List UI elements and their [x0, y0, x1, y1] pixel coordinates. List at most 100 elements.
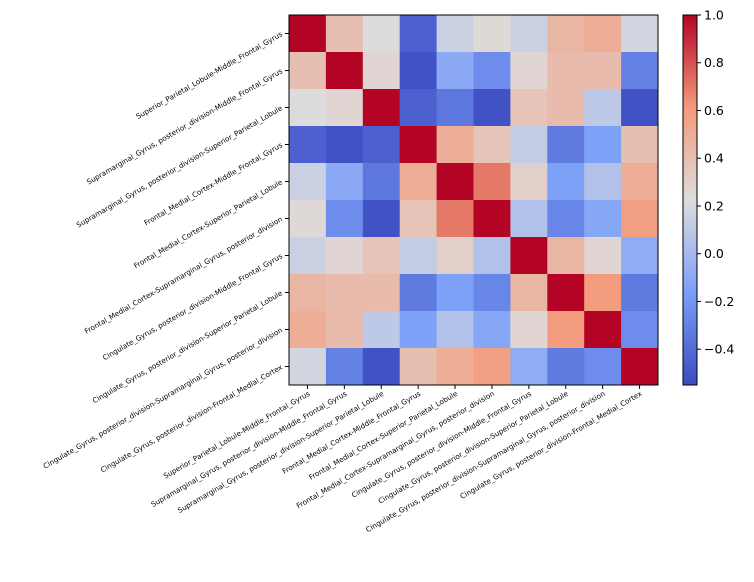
- heatmap-cell: [547, 52, 585, 90]
- heatmap-cell: [362, 237, 401, 275]
- colorbar-tick-label: 0.6: [704, 103, 724, 118]
- heatmap-cell: [436, 15, 474, 53]
- heatmap-cell: [362, 200, 401, 238]
- heatmap-cell: [289, 200, 327, 238]
- heatmap-cell: [510, 89, 548, 127]
- heatmap-cell: [289, 126, 327, 164]
- heatmap-cell: [584, 89, 622, 127]
- heatmap-cell: [325, 200, 364, 238]
- heatmap-cell: [399, 52, 438, 90]
- heatmap-cell: [473, 89, 511, 127]
- heatmap-cell: [325, 126, 364, 164]
- heatmap-cell: [547, 311, 585, 349]
- heatmap-cell: [510, 126, 548, 164]
- heatmap-cell: [362, 15, 401, 53]
- heatmap-cell: [621, 52, 659, 90]
- heatmap-cell: [362, 89, 401, 127]
- heatmap-cell: [473, 126, 511, 164]
- heatmap-cell: [436, 200, 474, 238]
- heatmap-cell: [584, 311, 622, 349]
- heatmap-cell: [289, 348, 327, 386]
- heatmap-cell: [584, 52, 622, 90]
- heatmap-cell: [289, 89, 327, 127]
- heatmap-cell: [436, 126, 474, 164]
- heatmap-cell: [621, 89, 659, 127]
- heatmap-cell: [621, 15, 659, 53]
- heatmap-cell: [436, 89, 474, 127]
- heatmap-cell: [584, 126, 622, 164]
- heatmap-cell: [621, 126, 659, 164]
- heatmap-cell: [547, 89, 585, 127]
- heatmap-cell: [547, 126, 585, 164]
- heatmap-cell: [289, 311, 327, 349]
- heatmap-cell: [584, 15, 622, 53]
- heatmap-cell: [473, 348, 511, 386]
- heatmap-cell: [399, 274, 438, 312]
- heatmap-cell: [399, 163, 438, 201]
- heatmap-cell: [547, 15, 585, 53]
- heatmap-cell: [325, 237, 364, 275]
- heatmap-cell: [289, 52, 327, 90]
- y-tick-label: Frontal_Medial_Cortex-Middle_Frontal_Gyr…: [142, 140, 284, 227]
- plot-frame: [288, 14, 659, 386]
- heatmap-cell: [473, 274, 511, 312]
- heatmap-cell: [325, 52, 364, 90]
- heatmap-cell: [399, 89, 438, 127]
- heatmap-cell: [621, 163, 659, 201]
- heatmap-cell: [362, 274, 401, 312]
- heatmap-cell: [362, 163, 401, 201]
- heatmap-cell: [621, 237, 659, 275]
- heatmap-cell: [584, 163, 622, 201]
- heatmap-cell: [289, 163, 327, 201]
- heatmap-cell: [510, 163, 548, 201]
- heatmap-cell: [436, 274, 474, 312]
- heatmap-cell: [621, 348, 659, 386]
- heatmap-cell: [510, 274, 548, 312]
- heatmap-cell: [547, 163, 585, 201]
- heatmap-cell: [399, 200, 438, 238]
- heatmap-cell: [547, 200, 585, 238]
- heatmap-cell: [510, 348, 548, 386]
- colorbar-tick-label: 0.8: [704, 55, 724, 70]
- heatmap-cell: [325, 15, 364, 53]
- heatmap-cell: [547, 348, 585, 386]
- heatmap-cell: [473, 163, 511, 201]
- heatmap-cell: [473, 52, 511, 90]
- heatmap-cell: [436, 311, 474, 349]
- heatmap-cell: [399, 126, 438, 164]
- heatmap-cell: [621, 274, 659, 312]
- heatmap-cell: [399, 237, 438, 275]
- heatmap-cell: [362, 348, 401, 386]
- heatmap-cell: [584, 348, 622, 386]
- heatmap-cell: [436, 348, 474, 386]
- heatmap-cell: [584, 274, 622, 312]
- heatmap-cell: [510, 311, 548, 349]
- heatmap-cell: [325, 163, 364, 201]
- heatmap-cell: [547, 274, 585, 312]
- heatmap-cell: [399, 15, 438, 53]
- colorbar-tick-label: −0.4: [704, 342, 734, 357]
- heatmap-cell: [473, 200, 511, 238]
- heatmap-cell: [325, 311, 364, 349]
- heatmap-cell: [510, 237, 548, 275]
- heatmap-cell: [621, 311, 659, 349]
- heatmap-cell: [362, 311, 401, 349]
- heatmap-cell: [584, 200, 622, 238]
- heatmap-cell: [399, 311, 438, 349]
- heatmap-cell: [325, 348, 364, 386]
- heatmap-cell: [325, 274, 364, 312]
- heatmap-cell: [473, 237, 511, 275]
- x-tick-label: Cingulate_Gyrus, posterior_division-Supr…: [364, 389, 607, 534]
- heatmap-cell: [289, 274, 327, 312]
- colorbar-tick-label: 1.0: [704, 8, 724, 23]
- heatmap-cell: [289, 15, 327, 53]
- heatmap-cell: [584, 237, 622, 275]
- heatmap-cell: [473, 15, 511, 53]
- colorbar-tick-label: −0.2: [704, 294, 734, 309]
- heatmap-cell: [436, 163, 474, 201]
- heatmap-cell: [399, 348, 438, 386]
- heatmap-cell: [547, 237, 585, 275]
- colorbar: [682, 14, 698, 386]
